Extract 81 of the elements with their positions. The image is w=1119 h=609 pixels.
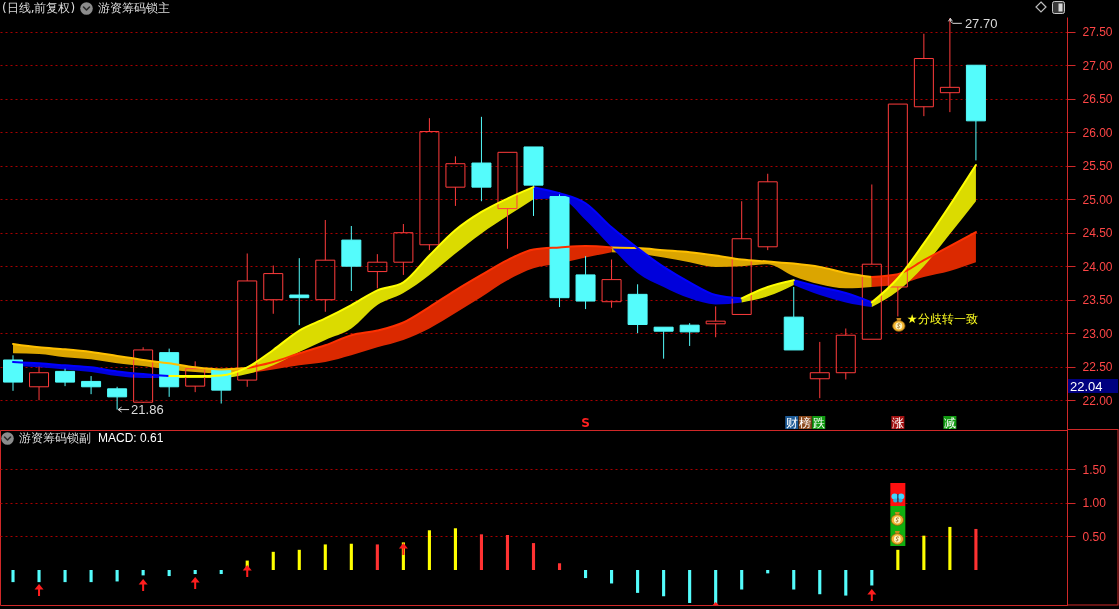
y-tick-label: 27.50 bbox=[1082, 25, 1113, 40]
bar bbox=[219, 570, 223, 575]
bar bbox=[427, 530, 431, 570]
candlestick bbox=[861, 183, 882, 340]
y-tick-label: 0.50 bbox=[1082, 529, 1107, 544]
candlestick bbox=[913, 33, 934, 117]
bar bbox=[557, 563, 562, 570]
chart-subtitle: 游资筹码锁主 bbox=[98, 1, 171, 15]
chart-title: (日线,前复权) bbox=[2, 1, 76, 15]
annotation: ★分歧转一致 bbox=[906, 312, 978, 327]
candlestick bbox=[523, 146, 544, 217]
y-tick-label: 25.00 bbox=[1082, 192, 1113, 207]
candlestick bbox=[315, 219, 336, 313]
bar bbox=[636, 570, 640, 593]
bar bbox=[922, 535, 926, 570]
bar bbox=[948, 526, 952, 570]
y-tick-label: 26.00 bbox=[1082, 125, 1113, 140]
annotation: 21.86 bbox=[131, 402, 164, 418]
bar bbox=[115, 570, 119, 582]
bar bbox=[531, 543, 536, 570]
bar bbox=[375, 544, 379, 570]
y-tick-label: 23.00 bbox=[1082, 326, 1113, 341]
annotation: S bbox=[581, 416, 590, 430]
annotation: 27.70 bbox=[964, 15, 998, 31]
y-tick-label: 22.00 bbox=[1082, 393, 1113, 408]
bar bbox=[896, 549, 900, 570]
y-tick-label: 1.00 bbox=[1082, 496, 1107, 511]
bar bbox=[610, 570, 614, 584]
y-tick-label: 25.50 bbox=[1082, 159, 1113, 174]
candlestick bbox=[29, 366, 50, 401]
bar bbox=[792, 570, 796, 590]
candlestick bbox=[731, 200, 752, 315]
candlestick bbox=[211, 369, 232, 405]
candlestick bbox=[55, 368, 76, 387]
text: 22.04 bbox=[1070, 378, 1103, 394]
bar bbox=[89, 570, 93, 583]
bar bbox=[271, 551, 275, 570]
candlestick bbox=[445, 155, 466, 207]
candlestick bbox=[81, 375, 102, 395]
candlestick bbox=[341, 225, 362, 292]
y-tick-label: 23.50 bbox=[1082, 293, 1113, 308]
bar bbox=[974, 528, 978, 570]
candlestick bbox=[705, 305, 726, 338]
bar bbox=[662, 570, 666, 597]
candlestick bbox=[419, 117, 440, 251]
candlestick bbox=[107, 386, 128, 411]
y-tick-label: 24.50 bbox=[1082, 226, 1113, 241]
bar bbox=[453, 528, 457, 570]
bar bbox=[63, 570, 67, 583]
y-tick-label: 22.50 bbox=[1082, 360, 1113, 375]
bar bbox=[688, 570, 692, 603]
candlestick bbox=[601, 259, 622, 309]
bar bbox=[167, 570, 171, 577]
candlestick bbox=[653, 326, 674, 360]
bar bbox=[323, 544, 327, 570]
bar bbox=[870, 570, 874, 586]
bar bbox=[11, 570, 15, 583]
y-tick-label: 26.50 bbox=[1082, 92, 1113, 107]
bar bbox=[349, 543, 353, 570]
bar bbox=[297, 549, 301, 570]
candlestick bbox=[809, 341, 830, 399]
bar bbox=[740, 570, 744, 590]
candlestick bbox=[471, 116, 492, 202]
candlestick bbox=[497, 151, 518, 250]
candlestick bbox=[887, 103, 908, 317]
candlestick bbox=[679, 322, 700, 347]
candlestick bbox=[783, 286, 804, 351]
candlestick bbox=[367, 253, 388, 289]
candlestick bbox=[965, 64, 986, 161]
bar bbox=[479, 534, 484, 570]
y-tick-label: 24.00 bbox=[1082, 259, 1113, 274]
candlestick bbox=[3, 354, 24, 392]
annotation: MACD: 0.61 bbox=[98, 431, 164, 445]
candlestick bbox=[289, 257, 310, 326]
bar bbox=[844, 570, 848, 596]
y-tick-label: 27.00 bbox=[1082, 58, 1113, 73]
bar bbox=[505, 535, 510, 570]
chart-title: 游资筹码锁副 bbox=[19, 431, 91, 445]
bar bbox=[583, 570, 588, 579]
y-tick-label: 1.50 bbox=[1082, 462, 1107, 477]
bar bbox=[818, 570, 822, 595]
